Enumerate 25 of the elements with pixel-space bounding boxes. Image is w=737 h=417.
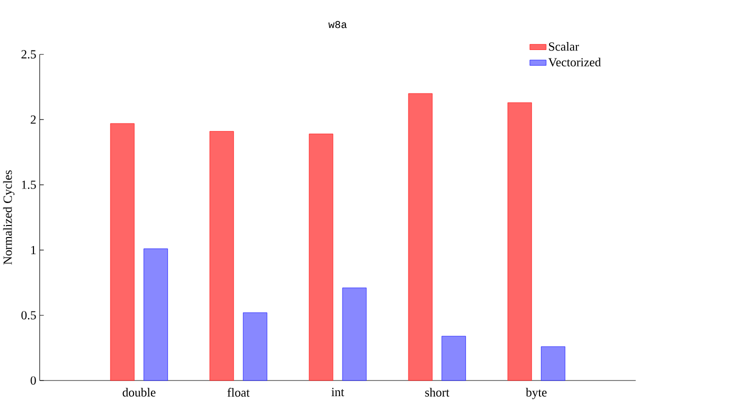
bar <box>308 134 334 381</box>
x-tick-label: float <box>227 388 250 397</box>
y-tick-label: 2.5 <box>21 50 36 59</box>
legend-label: Vectorized <box>548 58 601 67</box>
legend-label: Scalar <box>549 42 579 51</box>
bar <box>540 346 566 381</box>
bar <box>144 248 168 381</box>
bar <box>342 288 367 381</box>
y-tick-label: 0.5 <box>21 311 36 320</box>
chart-title: w8a <box>328 21 347 28</box>
y-tick-label: 2 <box>30 116 36 124</box>
bar <box>508 102 532 381</box>
bar <box>210 131 234 381</box>
x-tick-label: byte <box>526 388 547 400</box>
x-tick-label: int <box>331 388 344 396</box>
y-tick-label: 1 <box>31 246 36 254</box>
y-tick-label: 0 <box>30 376 36 385</box>
x-tick-label: short <box>425 388 450 397</box>
bar <box>442 336 466 381</box>
bar <box>242 312 268 381</box>
y-axis-title: Normalized Cycles <box>3 170 14 265</box>
bar <box>408 93 432 381</box>
y-tick-label: 1.5 <box>22 180 36 190</box>
bar <box>110 123 134 381</box>
x-tick-label: double <box>122 388 156 397</box>
